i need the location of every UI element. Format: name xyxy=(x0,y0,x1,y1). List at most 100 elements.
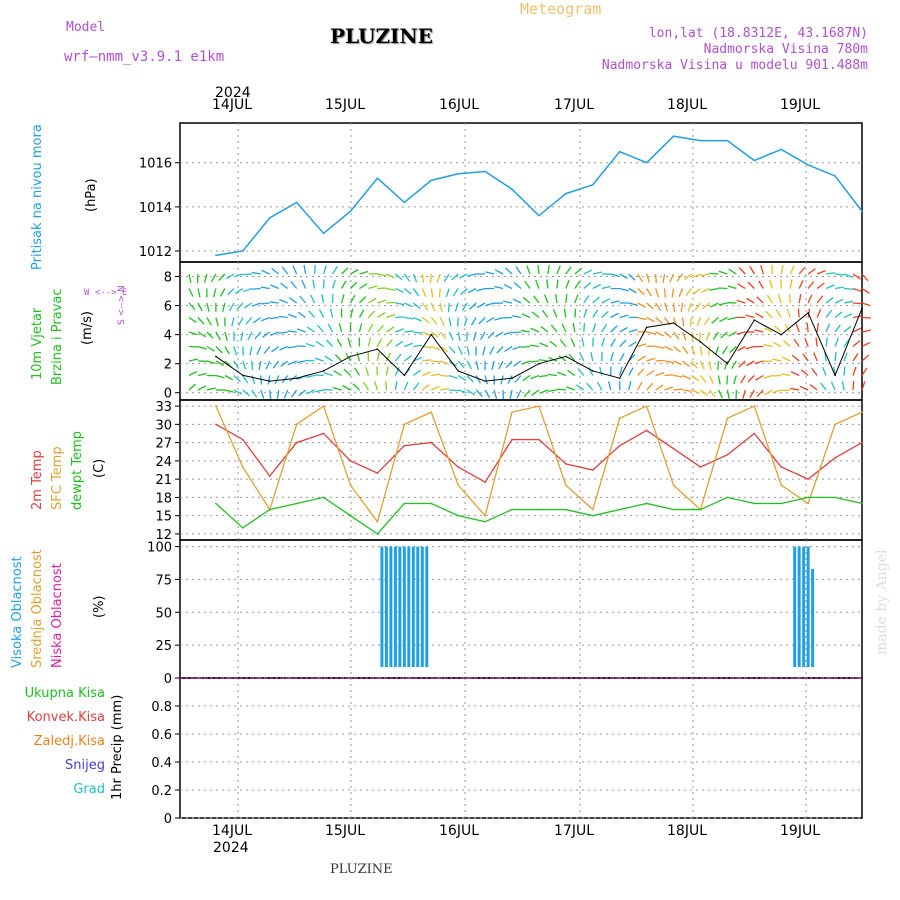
y-tick-label: 0.4 xyxy=(151,756,172,771)
wind-arrow xyxy=(332,266,338,275)
wind-arrow xyxy=(440,360,449,365)
wind-arrow xyxy=(745,314,755,319)
temp-line-0-point xyxy=(484,481,486,483)
wind-arrow xyxy=(262,331,271,338)
wind-arrow xyxy=(526,265,531,275)
wind-arrow xyxy=(646,357,656,362)
wind-arrow xyxy=(512,345,522,351)
wind-arrow xyxy=(404,302,413,308)
cloud-bar xyxy=(425,546,429,667)
wind-arrow xyxy=(834,324,841,333)
pressure-line-point xyxy=(484,170,486,173)
wind-arrow xyxy=(718,302,728,306)
wind-speed-line-point xyxy=(322,370,325,372)
wind-arrow xyxy=(376,352,380,362)
temp-line-2-point xyxy=(726,496,729,499)
wind-arrow xyxy=(251,271,261,275)
wind-arrow xyxy=(646,288,653,297)
wind-arrow xyxy=(538,359,549,362)
temp-line-1-point xyxy=(780,484,783,487)
wind-arrow xyxy=(473,331,477,341)
pressure-line-point xyxy=(753,159,756,162)
wind-arrow xyxy=(520,345,531,348)
wind-arrow xyxy=(206,360,216,365)
wind-arrow xyxy=(687,302,693,312)
y-tick-label: 0.8 xyxy=(151,700,172,715)
y-tick-label: 25 xyxy=(155,639,172,654)
wind-arrow xyxy=(740,375,746,384)
wind-arrow xyxy=(325,339,334,347)
wind-arrow xyxy=(637,381,643,391)
wind-arrow xyxy=(530,374,540,380)
wind-arrow xyxy=(321,294,325,304)
wind-arrow xyxy=(601,298,611,304)
temp-line-1-point xyxy=(349,484,352,487)
wind-arrow xyxy=(558,355,567,362)
wind-arrow xyxy=(834,351,837,362)
wind-arrow xyxy=(336,338,343,347)
wind-arrow xyxy=(478,317,486,325)
cloud-bar xyxy=(411,546,415,667)
y-tick-label: 24 xyxy=(155,455,172,470)
wind-arrow xyxy=(807,281,815,289)
wind-arrow xyxy=(811,367,818,376)
wind-arrow xyxy=(772,341,782,348)
temp-line-2-point xyxy=(457,514,459,517)
wind-speed-line-point xyxy=(268,380,271,382)
temp-line-1-point xyxy=(484,514,486,517)
wind-arrow xyxy=(197,345,207,350)
temp-line-0-point xyxy=(699,466,702,468)
temp-line-2-point xyxy=(430,502,433,505)
wind-arrow xyxy=(188,331,198,336)
wind-arrow xyxy=(451,273,459,281)
wind-arrow xyxy=(637,368,645,376)
wind-arrow xyxy=(476,287,486,292)
wind-arrow xyxy=(313,264,316,275)
wind-arrow xyxy=(233,375,241,383)
wind-arrow xyxy=(504,267,513,275)
temp-line-2-point xyxy=(511,508,513,511)
wind-arrow xyxy=(628,287,637,294)
wind-arrow xyxy=(229,302,235,312)
wind-arrow xyxy=(610,338,616,347)
wind-speed-line-point xyxy=(349,355,352,358)
wind-arrow xyxy=(271,267,280,275)
wind-arrow xyxy=(242,273,252,276)
wind-arrow xyxy=(574,280,581,289)
wind-arrow xyxy=(288,297,298,304)
wind-arrow xyxy=(681,331,687,341)
wind-arrow xyxy=(475,389,483,397)
wind-arrow xyxy=(745,345,755,350)
wind-arrow xyxy=(628,341,637,348)
wind-arrow xyxy=(755,312,764,319)
wind-arrow xyxy=(690,346,696,356)
wind-arrow xyxy=(368,285,378,290)
wind-arrow xyxy=(278,315,288,319)
wind-arrow xyxy=(343,368,351,376)
temp-line-0-point xyxy=(565,463,567,465)
wind-arrow xyxy=(763,374,773,379)
wind-arrow xyxy=(386,301,396,304)
wind-arrow xyxy=(575,384,585,391)
temp-line-0-point xyxy=(268,475,271,477)
wind-arrow xyxy=(421,288,427,298)
temp-line-1-point xyxy=(376,520,379,523)
temp-line-1-point xyxy=(565,484,567,487)
wind-arrow xyxy=(834,286,845,290)
wind-arrow xyxy=(592,296,600,304)
wind-arrow xyxy=(699,346,703,356)
wind-arrow xyxy=(491,360,495,370)
wind-arrow xyxy=(439,331,447,340)
wind-arrow xyxy=(736,331,746,335)
wind-arrow xyxy=(619,314,629,319)
temp-line-2-point xyxy=(699,508,702,511)
wind-arrow xyxy=(565,266,572,275)
wind-arrow xyxy=(318,309,325,318)
wind-arrow xyxy=(749,389,755,399)
wind-arrow xyxy=(269,389,272,400)
wind-arrow xyxy=(203,273,208,283)
wind-arrow xyxy=(514,375,522,383)
wind-speed-line-point xyxy=(242,374,244,377)
wind-arrow xyxy=(457,389,467,394)
wind-arrow xyxy=(498,360,504,370)
